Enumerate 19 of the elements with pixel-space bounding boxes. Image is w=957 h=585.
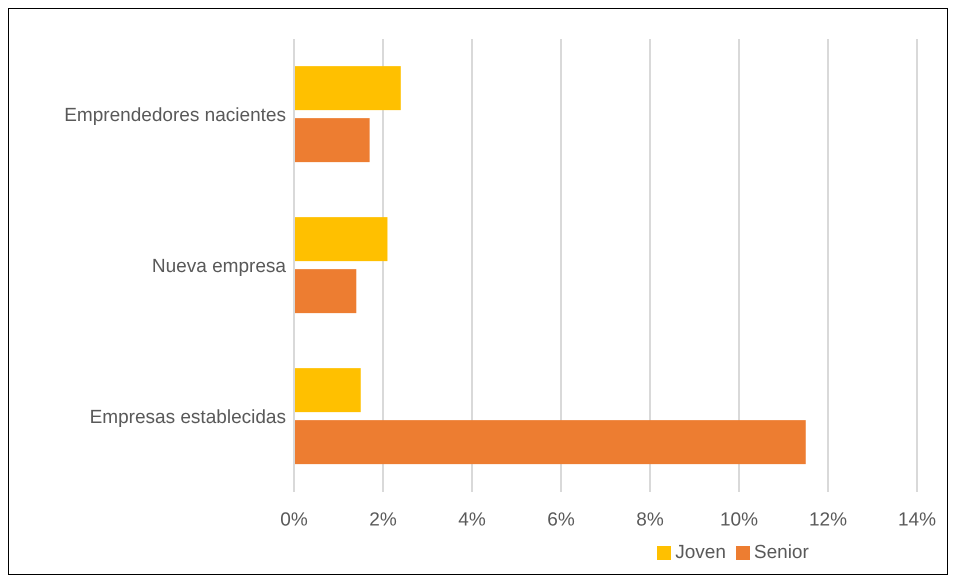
bar	[294, 269, 356, 314]
x-tick-label: 12%	[808, 509, 848, 530]
bar	[294, 217, 388, 262]
y-tick-label: Empresas establecidas	[90, 407, 286, 428]
legend-label: Joven	[675, 542, 726, 563]
x-tick-label: 8%	[636, 509, 664, 530]
y-tick-label: Nueva empresa	[152, 256, 286, 278]
x-tick-label: 0%	[280, 509, 308, 530]
bar	[294, 420, 806, 464]
x-tick-label: 4%	[458, 509, 486, 530]
x-tick-label: 14%	[898, 509, 936, 530]
legend-label: Senior	[754, 542, 809, 563]
bar	[294, 368, 361, 412]
x-tick-label: 2%	[369, 509, 397, 530]
bar	[294, 118, 370, 162]
bar	[294, 66, 401, 110]
x-tick-label: 10%	[720, 509, 758, 530]
y-tick-label: Emprendedores nacientes	[64, 105, 286, 126]
x-tick-label: 6%	[547, 509, 575, 530]
